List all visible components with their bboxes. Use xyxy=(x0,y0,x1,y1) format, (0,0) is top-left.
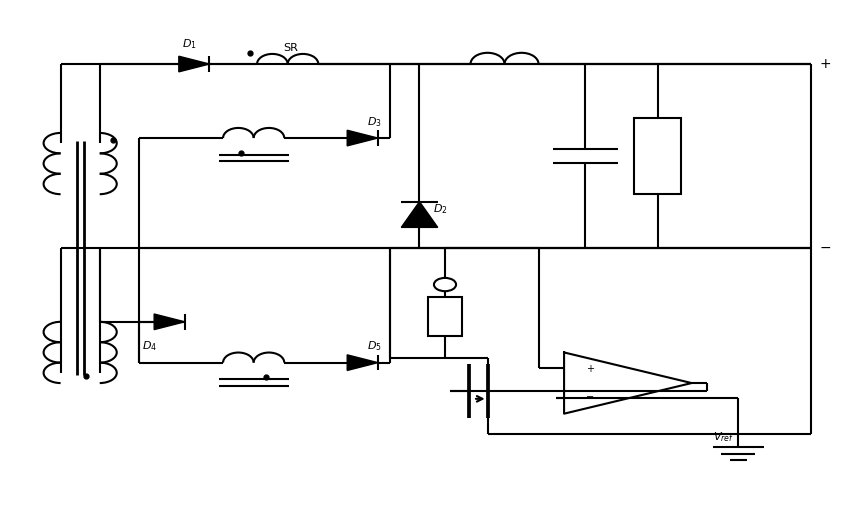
Text: +: + xyxy=(586,364,593,374)
Text: SR: SR xyxy=(283,43,299,53)
Text: $D_4$: $D_4$ xyxy=(142,340,158,353)
Bar xyxy=(428,297,462,336)
Text: $D_2$: $D_2$ xyxy=(433,202,448,216)
Text: −: − xyxy=(586,392,594,402)
Polygon shape xyxy=(154,314,185,330)
Text: +: + xyxy=(819,57,831,71)
Text: $D_5$: $D_5$ xyxy=(366,340,382,353)
Polygon shape xyxy=(348,355,377,370)
Polygon shape xyxy=(348,130,377,146)
Text: $D_1$: $D_1$ xyxy=(182,38,197,51)
Polygon shape xyxy=(564,352,692,414)
Bar xyxy=(633,118,681,194)
Text: $V_{ref}$: $V_{ref}$ xyxy=(713,430,734,444)
Polygon shape xyxy=(179,56,210,72)
Polygon shape xyxy=(401,202,437,228)
Text: −: − xyxy=(819,241,831,255)
Text: $D_3$: $D_3$ xyxy=(366,115,382,129)
